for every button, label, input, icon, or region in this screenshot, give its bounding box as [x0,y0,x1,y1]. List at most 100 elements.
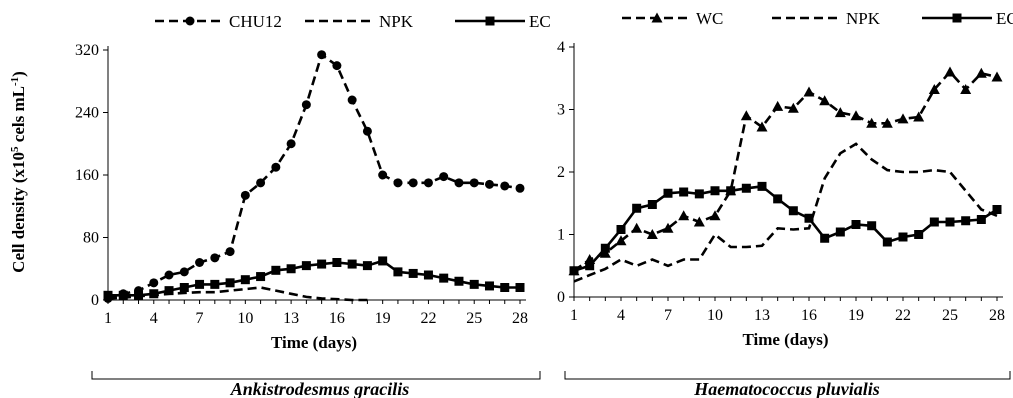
series-ec [569,181,1002,276]
data-point [210,279,220,289]
data-point [914,230,924,239]
y-tick-label: 0 [557,289,565,306]
caption-bracket-left [91,371,541,380]
data-point [662,222,674,233]
data-point [929,217,939,227]
x-tick-label: 25 [942,307,958,324]
data-point [149,278,159,288]
data-point [992,205,1002,214]
x-tick-label: 13 [754,307,770,324]
x-tick-label: 10 [707,307,723,324]
data-point [332,258,342,267]
data-point [787,102,799,113]
data-point [500,283,510,292]
data-point [835,227,845,237]
data-point [301,261,311,271]
x-tick-label: 7 [196,310,204,327]
data-point [271,162,281,172]
data-point [803,86,815,97]
data-point [378,256,388,266]
data-point [149,289,159,299]
data-point [773,194,783,204]
y-axis-label: Cell density (x105 cels mL-1) [9,71,28,273]
data-point [164,270,174,280]
x-tick-label: 1 [104,310,112,327]
data-point [913,111,925,122]
data-point [423,270,433,280]
legend-label: NPK [379,12,414,31]
data-point [709,210,721,221]
series-line-ec [573,185,998,273]
data-point [301,100,311,110]
x-tick-label: 4 [150,310,158,327]
data-point [454,178,464,188]
data-point [772,100,784,111]
data-point [271,265,281,275]
data-point [484,179,494,189]
data-point [240,190,250,200]
legend-label: EC [529,12,551,31]
data-point [804,213,814,223]
y-tick-label: 320 [75,42,99,59]
data-point [225,278,235,288]
data-point [632,203,642,213]
legend-marker [952,13,962,23]
data-point [851,220,861,229]
data-point [646,229,658,239]
x-axis-label: Time (days) [271,333,357,352]
legend-marker [651,12,663,23]
y-tick-label: 240 [75,105,99,122]
data-point [819,95,831,106]
data-point [850,110,862,121]
data-point [256,178,266,188]
data-point [286,264,296,274]
data-point [332,61,342,71]
data-point [393,178,403,188]
data-point [678,210,690,221]
y-tick-label: 0 [91,292,99,309]
x-tick-label: 13 [283,310,299,327]
data-point [741,183,751,193]
data-point [408,178,418,188]
data-point [378,170,388,180]
caption-ankistrodesmus: Ankistrodesmus gracilis [230,379,410,398]
x-tick-label: 7 [664,307,672,324]
data-point [210,253,220,263]
data-point [225,247,235,257]
data-point [256,272,266,282]
x-tick-label: 16 [801,307,817,324]
data-point [710,186,720,196]
x-tick-label: 28 [989,307,1005,324]
data-point [195,258,205,267]
data-point [991,71,1003,82]
legend-label: WC [696,9,723,28]
x-tick-label: 22 [895,307,911,324]
data-point [679,187,689,197]
data-point [740,110,752,121]
data-point [585,261,595,271]
x-tick-label: 19 [375,310,391,327]
data-point [788,206,798,216]
y-tick-label: 80 [83,230,99,247]
data-point [286,139,296,149]
data-point [500,181,510,191]
legend-item-chu12: CHU12 [155,12,282,31]
series-line-chu12 [107,52,521,300]
data-point [164,286,174,296]
x-axis-label: Time (days) [742,330,828,349]
x-tick-label: 25 [466,310,482,327]
data-point [834,107,846,118]
data-point [118,290,128,300]
data-point [663,188,673,198]
y-tick-label: 160 [75,167,99,184]
x-tick-label: 1 [570,307,578,324]
data-point [693,216,705,227]
x-tick-label: 28 [512,310,528,327]
legend-label: CHU12 [229,12,282,31]
y-tick-label: 3 [557,102,565,119]
data-point [631,222,643,233]
data-point [179,267,189,277]
data-point [960,84,972,94]
data-point [726,186,736,196]
